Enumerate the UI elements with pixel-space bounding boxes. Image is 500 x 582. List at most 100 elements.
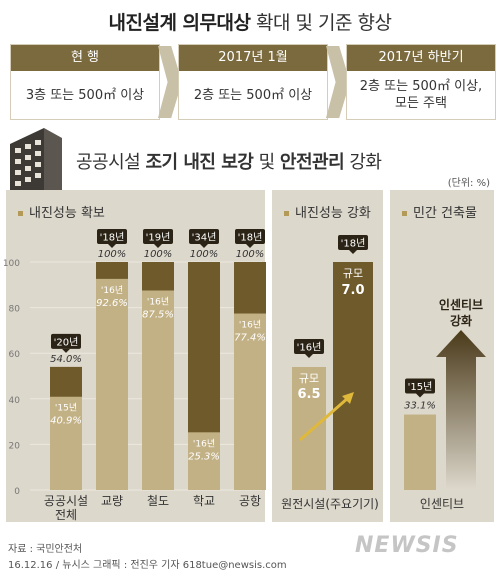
category-label: 교량 [101,494,123,508]
current-value-label: 87.5% [142,310,174,321]
stage-current-head: 현 행 [11,45,159,71]
title-bold: 내진설계 의무대상 [108,12,251,34]
subtitle-post: 강화 [344,152,382,173]
panel-3-title-text: 민간 건축물 [413,206,477,221]
magnitude-value-2016: 6.5 [297,387,320,402]
bullet-icon [402,211,407,216]
category-label-nuclear: 원전시설(주요기기) [281,497,379,511]
magnitude-label-2018: 규모 [343,267,363,280]
target-year-badge-bg [143,229,173,244]
bar-2016 [292,367,326,490]
target-value-label: 100% [236,249,265,260]
incentive-value-label: 33.1% [404,401,436,412]
category-label-incentive: 인센티브 [420,497,464,511]
year-badge-2016-bg [294,339,324,354]
category-label: 전체 [55,508,77,522]
target-year-badge: '19년 [146,232,171,244]
annotation-line-1: 인센티브 [439,297,483,312]
stage-2017-h2-head: 2017년 하반기 [347,45,495,71]
subtitle-b2: 안전관리 [279,152,345,173]
current-year-label: '16년 [239,320,261,331]
bar-incentive-2015 [404,414,436,490]
target-year-badge: '18년 [100,232,125,244]
target-year-badge-bg [235,229,265,244]
current-value-label: 77.4% [234,333,266,344]
y-tick-label: 40 [9,396,21,406]
y-tick-label: 80 [9,305,21,315]
target-year-badge-tail [246,244,254,248]
target-year-badge: '18년 [238,232,263,244]
current-year-label: '16년 [101,285,123,296]
source-text: 자료 : 국민안전처 [8,544,83,555]
incentive-up-arrow [436,330,486,490]
year-badge-2018: '18년 [341,238,366,250]
panel-seismic-performance-title: 내진성능 확보 [18,202,105,221]
year-badge-2015-bg [405,378,435,394]
year-badge-2016-tail [305,354,313,358]
bar-current [234,313,266,490]
bar-2018 [333,262,373,490]
stage-current: 현 행 3층 또는 500㎡ 이상 [10,44,160,120]
current-value-label: 25.3% [188,451,220,462]
target-value-label: 100% [144,249,173,260]
stage-current-body: 3층 또는 500㎡ 이상 [25,87,145,103]
target-year-badge-tail [62,348,70,353]
stage-2017-h2: 2017년 하반기 2층 또는 500㎡ 이상, 모든 주택 [346,44,496,120]
y-tick-label: 0 [14,487,20,497]
panel-1-title-text: 내진성능 확보 [29,206,105,221]
current-year-label: '15년 [55,403,77,414]
target-year-badge: '34년 [192,232,217,244]
current-year-label: '16년 [147,297,169,308]
magnitude-value-2018: 7.0 [341,283,364,298]
year-badge-2015: '15년 [408,381,433,393]
page-title: 내진설계 의무대상 확대 및 기준 향상 [0,8,500,35]
stage-2017-h2-body: 2층 또는 500㎡ 이상, 모든 주택 [359,79,483,111]
current-value-label: 92.6% [96,298,128,309]
target-year-badge-bg [51,333,81,349]
target-value-label: 100% [190,249,219,260]
increase-arrow-line [299,396,349,442]
target-year-badge-tail [200,244,208,248]
stage-2017-jan-head: 2017년 1월 [179,45,327,71]
target-value-label: 100% [98,249,127,260]
credit-text: 16.12.16 / 뉴시스 그래픽 : 전진우 기자 618tue@newsi… [8,560,287,571]
bullet-icon [18,211,23,216]
target-year-badge-bg [97,229,127,244]
target-year-badge-tail [154,244,162,248]
bullet-icon [284,211,289,216]
annotation-line-2: 강화 [450,313,472,328]
target-value-label: 54.0% [50,354,82,365]
year-badge-2018-bg [338,235,368,250]
y-tick-label: 60 [9,350,21,360]
stage-2017-jan: 2017년 1월 2층 또는 500㎡ 이상 [178,44,328,120]
year-badge-2015-tail [416,393,424,398]
year-badge-2016: '16년 [297,342,322,354]
panel-private-buildings-title: 민간 건축물 [402,202,477,221]
target-year-badge-tail [108,244,116,248]
year-badge-2018-tail [349,250,357,254]
current-value-label: 40.9% [50,416,82,427]
building-illustration [10,128,62,194]
current-year-label: '16년 [193,438,215,449]
bar-current [96,278,128,490]
panel-seismic-enhancement-title: 내진성능 강화 [284,202,371,221]
section-subtitle: 공공시설 조기 내진 보강 및 안전관리 강화 [76,148,382,174]
target-year-badge-bg [189,229,219,244]
category-label: 철도 [147,494,169,508]
category-label: 공공시설 [44,494,88,508]
subtitle-mid: 및 [253,152,280,173]
unit-label: (단위: %) [447,178,490,189]
panel-2-title-text: 내진성능 강화 [295,206,371,221]
magnitude-label-2016: 규모 [299,372,319,385]
y-tick-label: 20 [9,441,21,451]
panel-seismic-performance: 내진성능 확보 [6,190,265,522]
y-tick-label: 100 [3,259,20,269]
bar-current [188,432,220,490]
bar-current [142,290,174,490]
category-label: 공항 [239,494,261,508]
bar-current [50,396,82,490]
category-label: 학교 [193,494,215,508]
title-rest: 확대 및 기준 향상 [250,12,392,34]
newsis-logo: NEWSIS [355,533,459,558]
